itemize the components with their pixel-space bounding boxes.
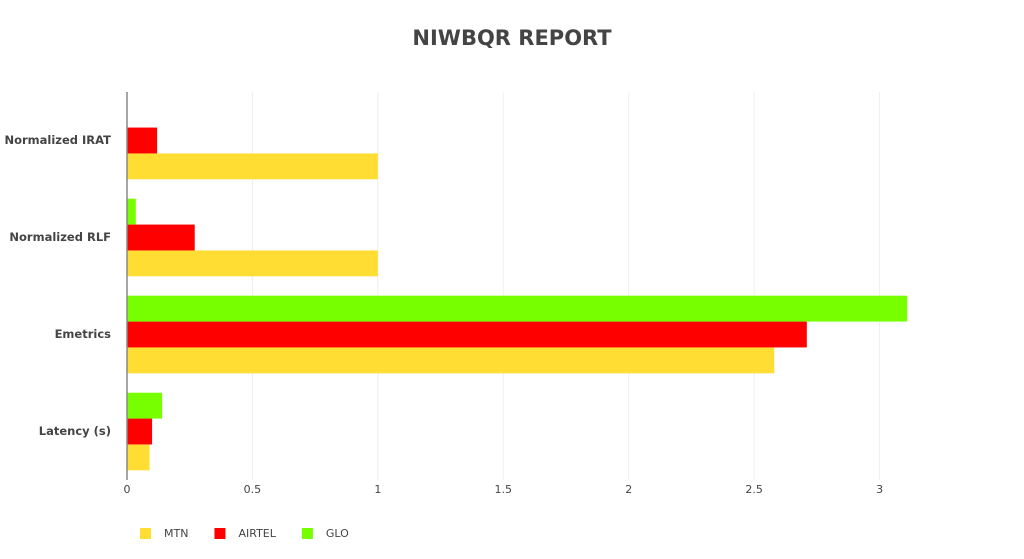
- y-tick-label: Latency (s): [39, 424, 111, 438]
- bar: [127, 418, 153, 445]
- legend-swatch: [140, 528, 151, 539]
- bar: [127, 444, 150, 471]
- bar: [127, 392, 163, 419]
- bar: [127, 295, 908, 322]
- x-tick-label: 1: [374, 483, 381, 496]
- y-tick-label: Normalized RLF: [9, 230, 111, 244]
- chart-title: NIWBQR REPORT: [412, 26, 612, 50]
- bar: [127, 127, 158, 154]
- bar: [127, 153, 378, 180]
- bar: [127, 347, 775, 374]
- legend-swatch: [301, 528, 313, 539]
- x-tick-label: 2.5: [745, 483, 763, 496]
- y-tick-label: Normalized IRAT: [4, 133, 111, 147]
- x-tick-label: 0: [124, 483, 131, 496]
- legend-label: GLO: [326, 527, 349, 540]
- x-tick-label: 3: [876, 483, 883, 496]
- bar: [127, 198, 136, 225]
- y-tick-label: Emetrics: [55, 327, 112, 341]
- legend-label: MTN: [164, 527, 188, 540]
- legend-label: AIRTEL: [238, 527, 276, 540]
- bar: [127, 224, 195, 251]
- bar: [127, 250, 378, 277]
- x-tick-label: 1.5: [495, 483, 513, 496]
- x-tick-label: 2: [625, 483, 632, 496]
- legend-swatch: [214, 528, 226, 539]
- bar: [127, 321, 807, 348]
- x-tick-label: 0.5: [244, 483, 262, 496]
